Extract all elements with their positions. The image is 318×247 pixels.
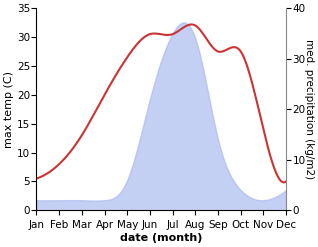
X-axis label: date (month): date (month) [120, 233, 203, 243]
Y-axis label: med. precipitation (kg/m2): med. precipitation (kg/m2) [304, 39, 314, 179]
Y-axis label: max temp (C): max temp (C) [4, 71, 14, 148]
